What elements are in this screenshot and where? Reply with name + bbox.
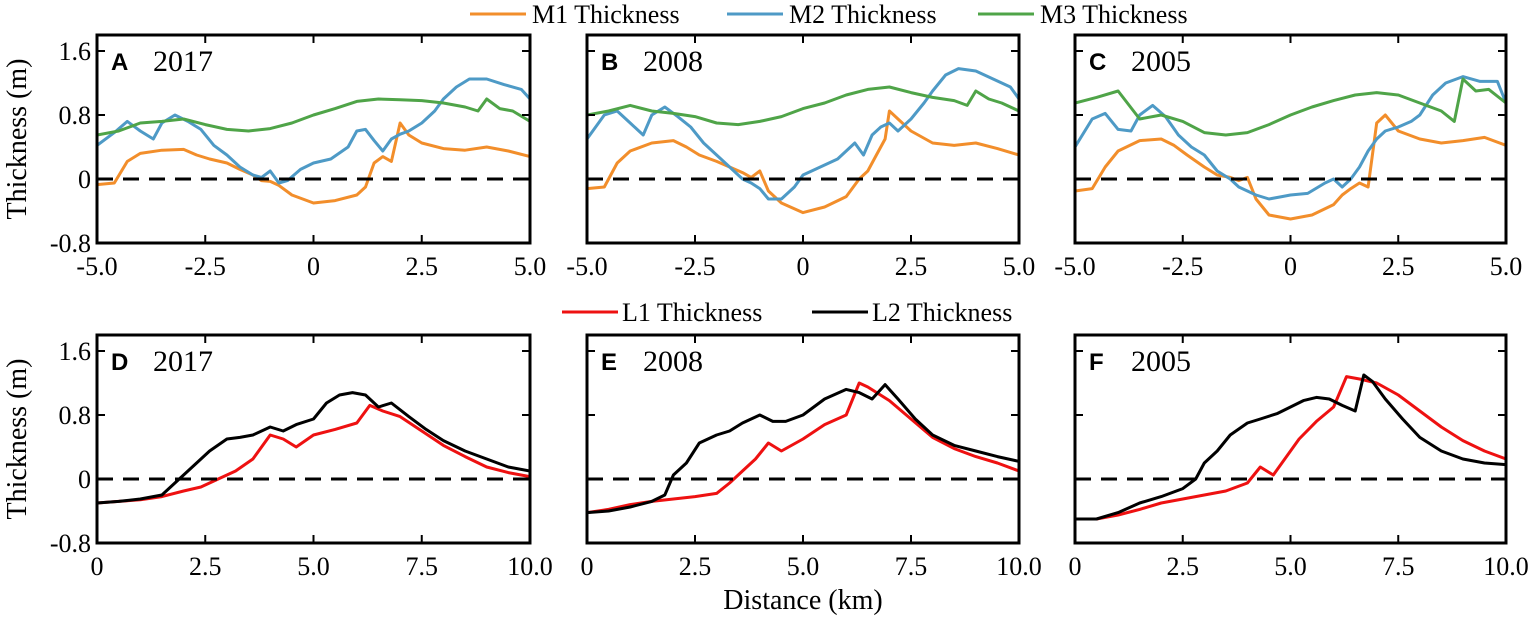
series-group-a — [97, 77, 530, 205]
x-tick-label-d: 2.5 — [189, 552, 222, 581]
x-tick-label-d: 5.0 — [297, 552, 330, 581]
series-line-l2-thickness-f — [1075, 373, 1506, 521]
series-line-m1-thickness-a — [97, 121, 530, 205]
series-line-m2-thickness-a — [97, 77, 530, 185]
panel-letter-e: E — [601, 349, 617, 376]
series-line-l2-thickness-e — [587, 383, 1019, 515]
series-line-l1-thickness-d — [97, 403, 530, 505]
panel-year-c: 2005 — [1131, 45, 1191, 78]
x-tick-label-c: 0 — [1284, 252, 1297, 281]
x-tick-label-f: 2.5 — [1167, 552, 1200, 581]
top-legend: M1 Thickness M2 Thickness M3 Thickness — [470, 0, 1188, 29]
panel-letter-c: C — [1089, 49, 1106, 76]
x-tick-label-b: -5.0 — [566, 252, 607, 281]
series-group-f — [1075, 373, 1506, 521]
x-axis-label-e: Distance (km) — [723, 585, 882, 616]
x-tick-label-b: 2.5 — [895, 252, 928, 281]
x-tick-label-e: 2.5 — [679, 552, 712, 581]
x-tick-label-b: 5.0 — [1003, 252, 1036, 281]
x-tick-label-d: 7.5 — [406, 552, 439, 581]
x-tick-label-d: 0 — [91, 552, 104, 581]
y-tick-label-d: -0.8 — [50, 529, 91, 558]
y-tick-label-d: 1.6 — [59, 337, 92, 366]
x-tick-label-c: -5.0 — [1054, 252, 1095, 281]
bottom-legend: L1 Thickness L2 Thickness — [562, 298, 1012, 327]
y-tick-label-a: -0.8 — [50, 229, 91, 258]
panel-letter-b: B — [601, 49, 618, 76]
panel-b: -5.0 -2.5 0 2.5 5.0 B 2008 — [566, 33, 1036, 281]
panel-e: 0 2.5 5.0 7.5 10.0 Distance (km) E 2008 — [581, 333, 1042, 616]
series-line-l1-thickness-f — [1075, 375, 1506, 521]
panel-year-f: 2005 — [1131, 345, 1191, 378]
y-tick-label-a: 1.6 — [59, 37, 92, 66]
legend-label-l2: L2 Thickness — [872, 298, 1012, 327]
series-line-m1-thickness-c — [1075, 113, 1506, 221]
x-tick-label-f: 7.5 — [1382, 552, 1415, 581]
legend-label-m3: M3 Thickness — [1040, 0, 1188, 29]
x-tick-label-e: 10.0 — [996, 552, 1042, 581]
series-group-c — [1075, 75, 1506, 221]
series-line-m2-thickness-c — [1075, 75, 1506, 201]
panel-f: 0 2.5 5.0 7.5 10.0 F 2005 — [1069, 333, 1529, 581]
x-tick-label-d: 10.0 — [507, 552, 553, 581]
series-line-m2-thickness-b — [587, 67, 1019, 201]
x-tick-label-c: 5.0 — [1490, 252, 1523, 281]
series-line-l1-thickness-e — [587, 381, 1019, 515]
y-tick-label-a: 0.8 — [59, 101, 92, 130]
panel-year-b: 2008 — [643, 45, 703, 78]
x-tick-label-a: 2.5 — [406, 252, 439, 281]
x-tick-label-e: 7.5 — [895, 552, 928, 581]
panel-year-a: 2017 — [153, 45, 213, 78]
y-tick-label-d: 0 — [78, 465, 91, 494]
x-tick-label-a: -5.0 — [76, 252, 117, 281]
series-line-m3-thickness-c — [1075, 77, 1506, 137]
series-group-e — [587, 381, 1019, 515]
series-group-d — [97, 391, 530, 505]
x-tick-label-b: 0 — [797, 252, 810, 281]
x-tick-label-f: 5.0 — [1274, 552, 1307, 581]
y-axis-label-a: Thickness (m) — [2, 59, 33, 220]
x-tick-label-e: 0 — [581, 552, 594, 581]
x-tick-label-b: -2.5 — [674, 252, 715, 281]
series-group-b — [587, 67, 1019, 215]
x-tick-label-f: 10.0 — [1483, 552, 1529, 581]
y-tick-label-d: 0.8 — [59, 401, 92, 430]
panel-letter-a: A — [111, 49, 128, 76]
panel-letter-f: F — [1089, 349, 1104, 376]
panel-a: -5.0 -2.5 0 2.5 5.0 -0.8 0 0.8 1.6 Thickness (m) A… — [2, 33, 547, 281]
series-line-l2-thickness-d — [97, 391, 530, 505]
panel-year-e: 2008 — [643, 345, 703, 378]
x-tick-label-a: 5.0 — [514, 252, 547, 281]
x-tick-label-c: -2.5 — [1162, 252, 1203, 281]
series-line-m3-thickness-a — [97, 97, 530, 137]
panel-year-d: 2017 — [153, 345, 213, 378]
x-tick-label-a: -2.5 — [185, 252, 226, 281]
x-tick-label-c: 2.5 — [1382, 252, 1415, 281]
y-tick-label-a: 0 — [78, 165, 91, 194]
y-axis-label-d: Thickness (m) — [2, 359, 33, 520]
x-tick-label-e: 5.0 — [787, 552, 820, 581]
panel-c: -5.0 -2.5 0 2.5 5.0 C 2005 — [1054, 33, 1523, 281]
panel-letter-d: D — [111, 349, 128, 376]
legend-label-l1: L1 Thickness — [622, 298, 762, 327]
legend-label-m2: M2 Thickness — [789, 0, 937, 29]
series-line-m1-thickness-b — [587, 109, 1019, 215]
series-line-m3-thickness-b — [587, 85, 1019, 127]
x-tick-label-f: 0 — [1069, 552, 1082, 581]
x-tick-label-a: 0 — [307, 252, 320, 281]
legend-label-m1: M1 Thickness — [532, 0, 680, 29]
